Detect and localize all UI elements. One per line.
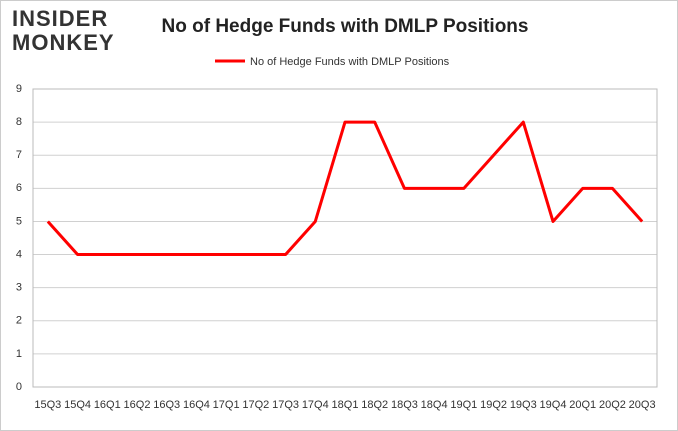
y-tick-label: 5: [16, 215, 22, 227]
x-tick-label: 20Q2: [599, 399, 626, 411]
x-tick-label: 17Q2: [242, 399, 269, 411]
x-tick-label: 19Q1: [450, 399, 477, 411]
x-tick-label: 17Q3: [272, 399, 299, 411]
x-tick-label: 15Q4: [64, 399, 91, 411]
y-tick-label: 9: [16, 83, 22, 95]
x-tick-label: 17Q1: [213, 399, 240, 411]
x-tick-label: 17Q4: [302, 399, 329, 411]
x-tick-label: 18Q2: [361, 399, 388, 411]
x-tick-label: 16Q4: [183, 399, 210, 411]
x-tick-label: 18Q1: [332, 399, 359, 411]
x-tick-label: 19Q3: [510, 399, 537, 411]
y-tick-label: 4: [16, 248, 22, 260]
plot-border: [32, 88, 658, 388]
legend-label: No of Hedge Funds with DMLP Positions: [250, 56, 450, 68]
y-tick-label: 1: [16, 348, 22, 360]
chart-title: No of Hedge Funds with DMLP Positions: [162, 16, 529, 37]
logo-top: INSIDER: [12, 6, 108, 31]
y-tick-label: 6: [16, 182, 22, 194]
x-tick-label: 15Q3: [34, 399, 61, 411]
x-tick-label: 18Q3: [391, 399, 418, 411]
x-tick-label: 19Q4: [540, 399, 567, 411]
x-tick-label: 18Q4: [421, 399, 448, 411]
y-tick-label: 3: [16, 282, 22, 294]
y-tick-label: 8: [16, 116, 22, 128]
y-tick-label: 0: [16, 381, 22, 393]
x-tick-label: 20Q1: [569, 399, 596, 411]
x-tick-label: 16Q3: [153, 399, 180, 411]
x-tick-label: 20Q3: [629, 399, 656, 411]
y-tick-label: 7: [16, 149, 22, 161]
x-tick-label: 16Q1: [94, 399, 121, 411]
data-line: [46, 120, 644, 257]
x-tick-label: 19Q2: [480, 399, 507, 411]
logo-bottom: MONKEY: [12, 30, 115, 55]
x-tick-label: 16Q2: [124, 399, 151, 411]
y-tick-label: 2: [16, 315, 22, 327]
